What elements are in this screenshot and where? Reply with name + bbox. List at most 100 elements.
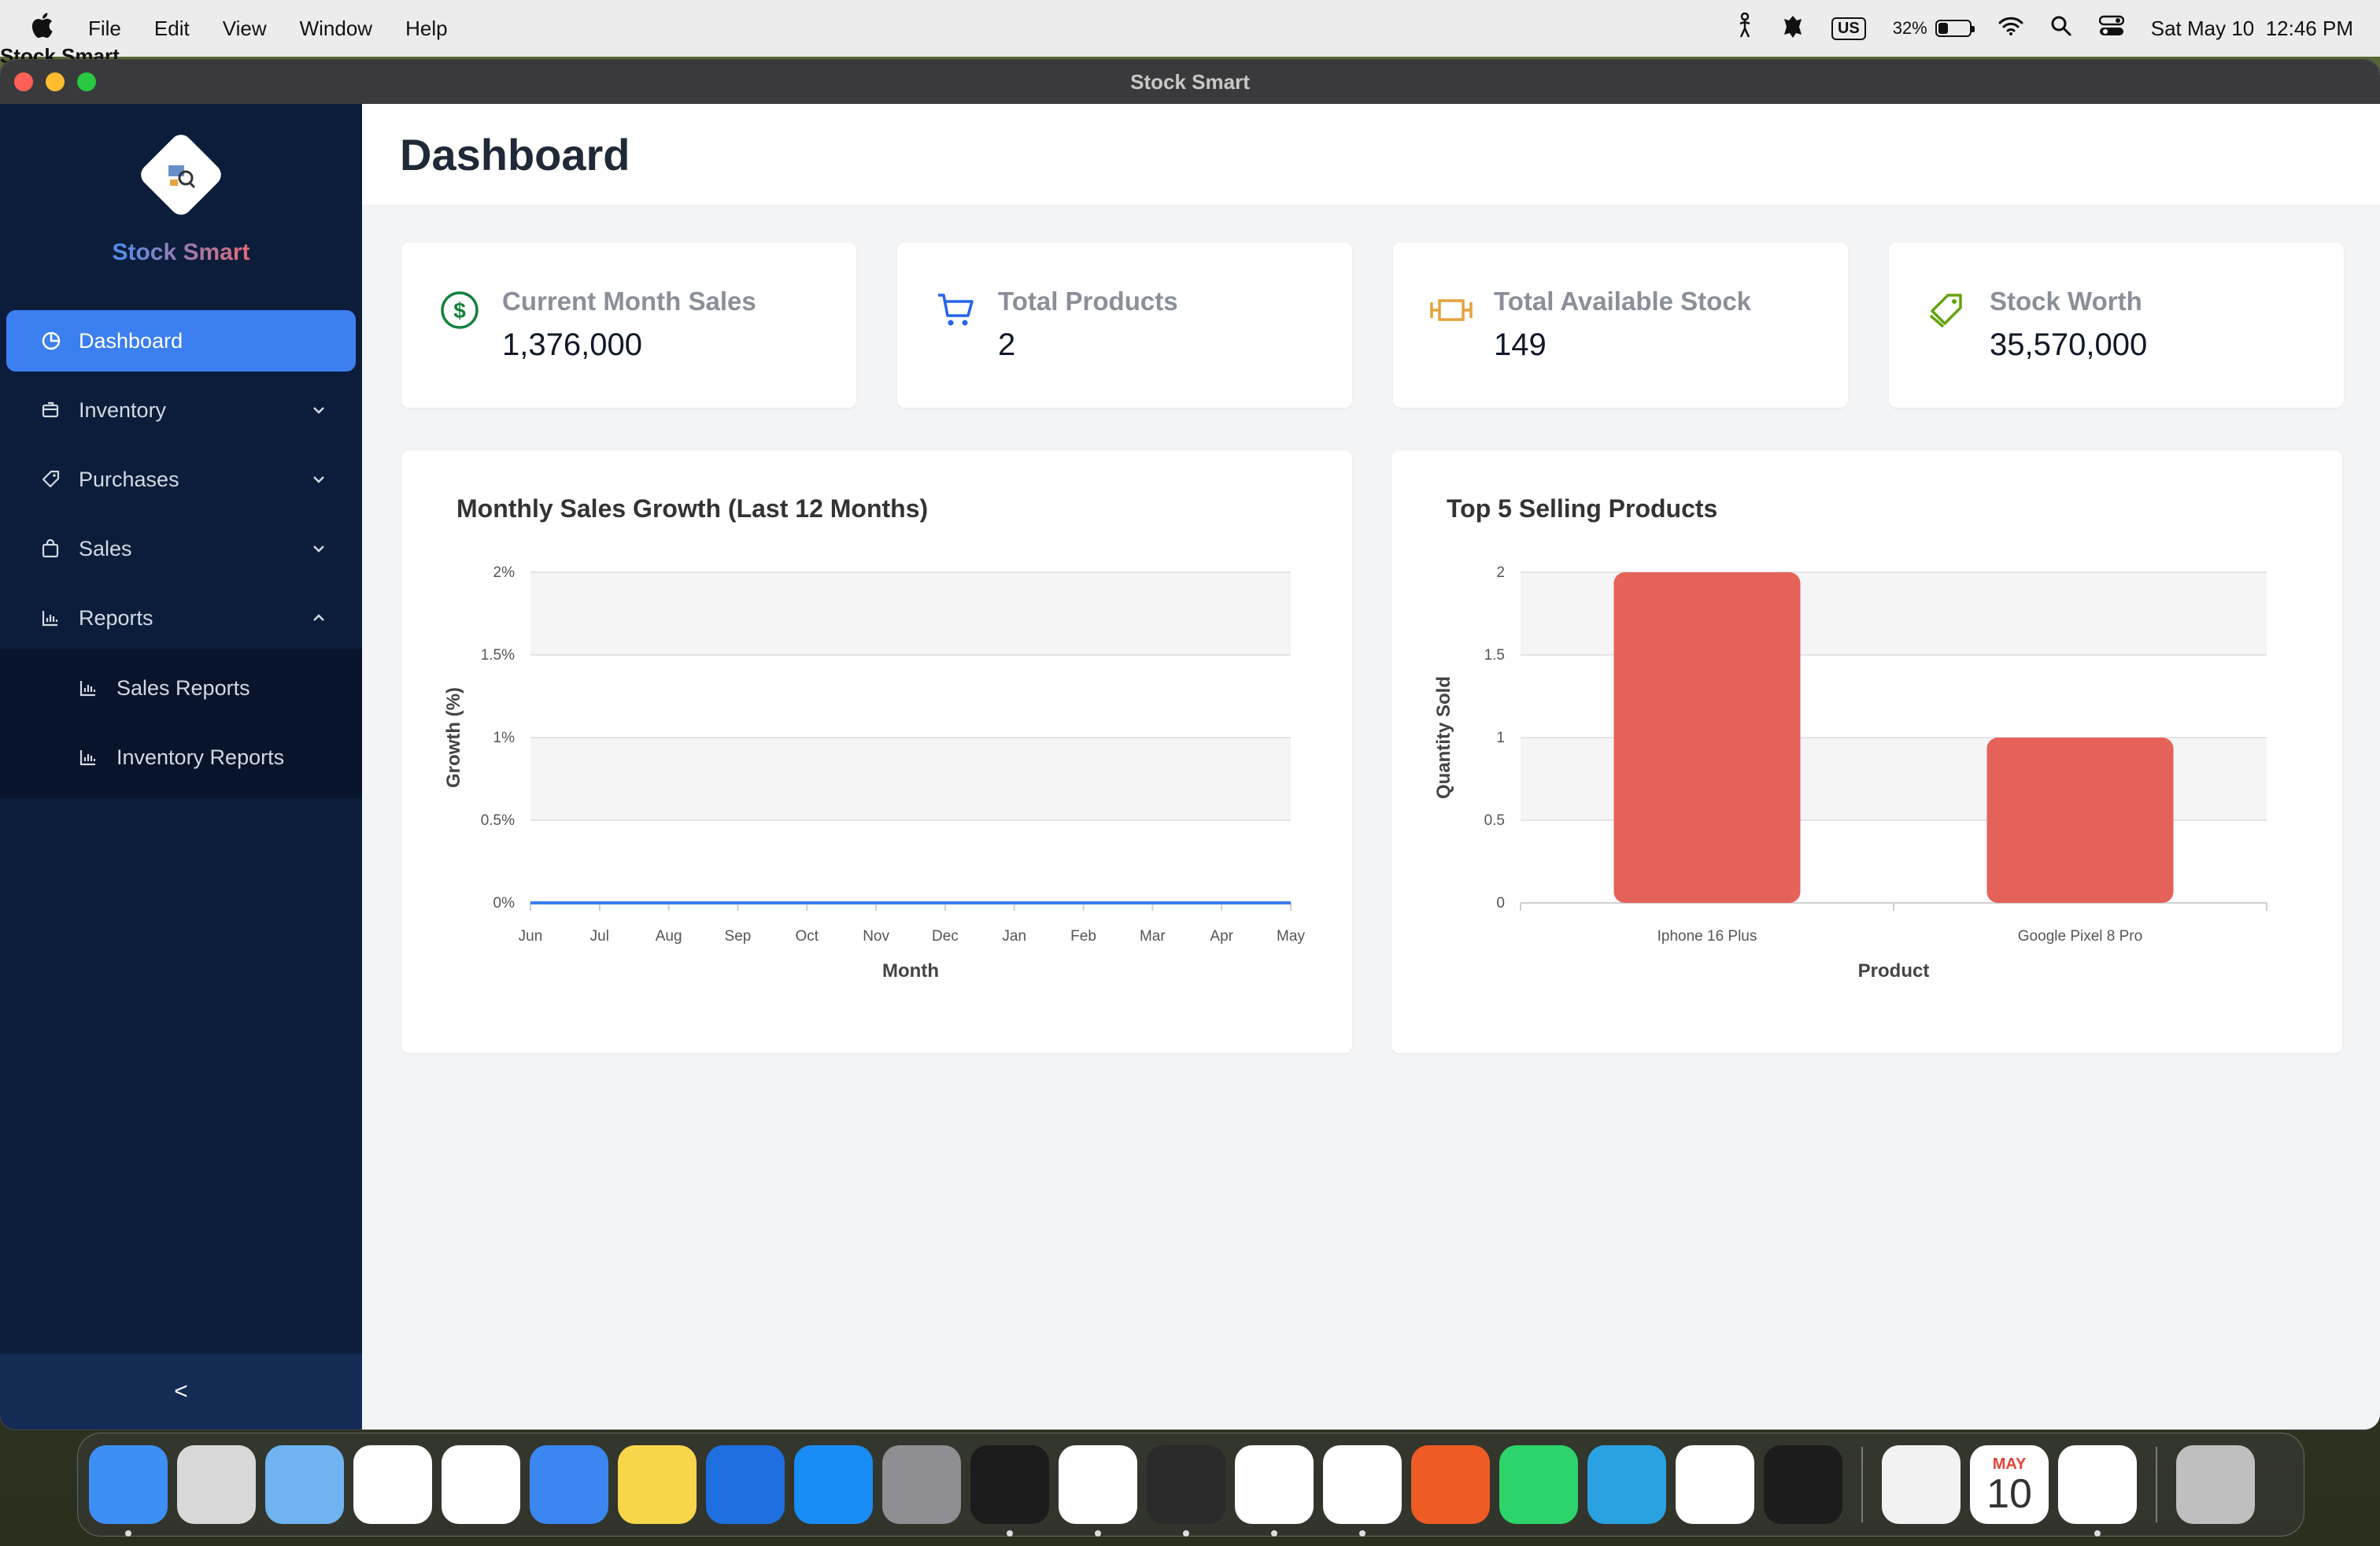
bar-chart-icon — [79, 679, 101, 697]
grid-band — [530, 738, 1291, 820]
x-tick-label: Feb — [1070, 928, 1096, 945]
top-selling-products-chart: Top 5 Selling Products 0 0.5 1 1.5 2 Product Q… — [1391, 450, 2342, 1053]
y-tick-label: 2% — [493, 564, 516, 581]
y-tick-label: 1 — [1496, 730, 1505, 746]
minimize-window-button[interactable] — [46, 72, 65, 91]
menu-edit[interactable]: Edit — [153, 16, 190, 40]
dock-calendar-icon[interactable]: MAY 10 — [1970, 1445, 2049, 1524]
x-tick-label: Mar — [1140, 928, 1166, 945]
cart-icon — [933, 288, 978, 332]
y-axis-title: Quantity Sold — [1433, 676, 1454, 799]
y-tick-label: 0% — [493, 895, 516, 912]
dock-mongodb-icon[interactable] — [1676, 1445, 1754, 1524]
dock-stock-smart-icon[interactable] — [2058, 1445, 2137, 1537]
battery-fill — [1938, 23, 1948, 34]
figure-status-icon[interactable] — [1735, 12, 1754, 45]
dock-textedit-icon[interactable] — [1882, 1445, 1961, 1524]
chart-title: Top 5 Selling Products — [1447, 494, 1718, 523]
x-tick-label: Apr — [1210, 928, 1233, 945]
dock-maps-icon[interactable] — [265, 1445, 344, 1524]
running-indicator — [1271, 1530, 1277, 1537]
dock-fl-studio-icon[interactable] — [1147, 1445, 1225, 1537]
spotlight-search-icon[interactable] — [2050, 15, 2072, 43]
calendar-month: MAY — [1992, 1455, 2027, 1473]
keyboard-layout-indicator[interactable]: US — [1831, 17, 1866, 40]
page-header: Dashboard — [362, 104, 2380, 205]
stat-value: 35,570,000 — [1990, 327, 2148, 362]
battery-status[interactable]: 32% — [1893, 18, 1975, 39]
sidebar-item-label: Reports — [79, 605, 153, 630]
sidebar-item-sales-reports[interactable]: Sales Reports — [0, 653, 362, 723]
y-tick-label: 0 — [1496, 895, 1505, 912]
sidebar-item-reports[interactable]: Reports — [6, 587, 356, 649]
sidebar-item-sales[interactable]: Sales — [6, 518, 356, 579]
svg-text:$: $ — [453, 298, 466, 323]
dock-terminal-icon[interactable] — [970, 1445, 1049, 1537]
chevron-left-icon: < — [174, 1378, 188, 1404]
dock: MAY 10 — [77, 1433, 2304, 1537]
stat-label: Total Products — [998, 287, 1178, 316]
dock-separator — [1861, 1447, 1863, 1522]
y-axis-title: Growth (%) — [443, 687, 464, 788]
sidebar-item-label: Dashboard — [79, 328, 183, 353]
stat-card-total-products: Total Products 2 — [897, 242, 1352, 408]
window-title: Stock Smart — [1130, 69, 1250, 94]
menu-file[interactable]: File — [88, 16, 121, 40]
chevron-down-icon — [310, 469, 327, 494]
zoom-window-button[interactable] — [77, 72, 96, 91]
dock-photos-icon[interactable] — [353, 1445, 432, 1524]
sidebar-item-inventory[interactable]: Inventory — [6, 379, 356, 441]
bar-chart-svg: 0 0.5 1 1.5 2 Product Quantity Sold Iphone 16 P… — [1433, 564, 2267, 982]
dock-whatsapp-icon[interactable] — [1499, 1445, 1578, 1524]
sidebar-collapse-button[interactable]: < — [0, 1354, 362, 1429]
sidebar: Stock Smart Dashboard Inventory — [0, 104, 362, 1429]
dock-app-store-icon[interactable] — [794, 1445, 873, 1524]
dock-mail-icon[interactable] — [530, 1445, 608, 1524]
dock-reminders-icon[interactable] — [442, 1445, 520, 1524]
monthly-sales-growth-chart: Monthly Sales Growth (Last 12 Months) 0%… — [401, 450, 1352, 1053]
running-indicator — [125, 1530, 131, 1537]
submenu-item-label: Sales Reports — [116, 675, 250, 700]
menu-help[interactable]: Help — [405, 16, 448, 40]
menu-bar: Stock Smart File Edit View Window Help U… — [0, 0, 2380, 68]
wifi-icon[interactable] — [1998, 17, 2023, 41]
brand-name: Stock Smart — [112, 239, 250, 265]
bar-chart-icon — [41, 608, 63, 627]
dollar-circle-icon: $ — [438, 288, 482, 332]
window-titlebar[interactable]: Stock Smart — [0, 60, 2380, 104]
dock-xcode-icon[interactable] — [706, 1445, 785, 1524]
dock-notes-icon[interactable] — [618, 1445, 697, 1524]
x-axis-title: Month — [882, 960, 939, 982]
menubar-datetime[interactable]: Sat May 10 12:46 PM — [2150, 16, 2353, 40]
x-tick-label: Oct — [795, 928, 819, 945]
control-center-icon[interactable] — [2098, 15, 2124, 43]
menu-window[interactable]: Window — [299, 16, 373, 40]
dock-launchpad-icon[interactable] — [177, 1445, 256, 1524]
extension-status-icon[interactable] — [1781, 14, 1805, 43]
stat-label: Total Available Stock — [1494, 287, 1752, 316]
stat-cards: $ Current Month Sales 1,376,000 Total Pr… — [401, 242, 2344, 408]
stock-icon — [1429, 288, 1473, 332]
menu-view[interactable]: View — [222, 16, 267, 40]
dock-system-settings-icon[interactable] — [882, 1445, 961, 1524]
dock-finder-icon[interactable] — [89, 1445, 168, 1537]
dock-postman-icon[interactable] — [1411, 1445, 1490, 1524]
running-indicator — [1007, 1530, 1013, 1537]
sidebar-item-purchases[interactable]: Purchases — [6, 449, 356, 510]
dock-trash-icon[interactable] — [2176, 1445, 2255, 1524]
apple-icon[interactable] — [30, 11, 65, 46]
dock-activity-monitor-icon[interactable] — [1764, 1445, 1842, 1524]
close-window-button[interactable] — [14, 72, 33, 91]
sidebar-item-inventory-reports[interactable]: Inventory Reports — [0, 723, 362, 792]
stat-value: 149 — [1494, 327, 1547, 362]
sidebar-item-dashboard[interactable]: Dashboard — [6, 310, 356, 372]
running-indicator — [1183, 1530, 1189, 1537]
chart-title: Monthly Sales Growth (Last 12 Months) — [456, 494, 929, 523]
dock-chrome-icon[interactable] — [1235, 1445, 1314, 1537]
dock-slack-icon[interactable] — [1323, 1445, 1402, 1537]
line-chart-svg: 0% 0.5% 1% 1.5% 2% Month Growth (%) Jun Jul Aug Se… — [443, 564, 1305, 982]
running-indicator — [1359, 1530, 1366, 1537]
dock-vscode-icon[interactable] — [1059, 1445, 1137, 1537]
dock-telegram-icon[interactable] — [1587, 1445, 1666, 1524]
submenu-item-label: Inventory Reports — [116, 745, 285, 769]
